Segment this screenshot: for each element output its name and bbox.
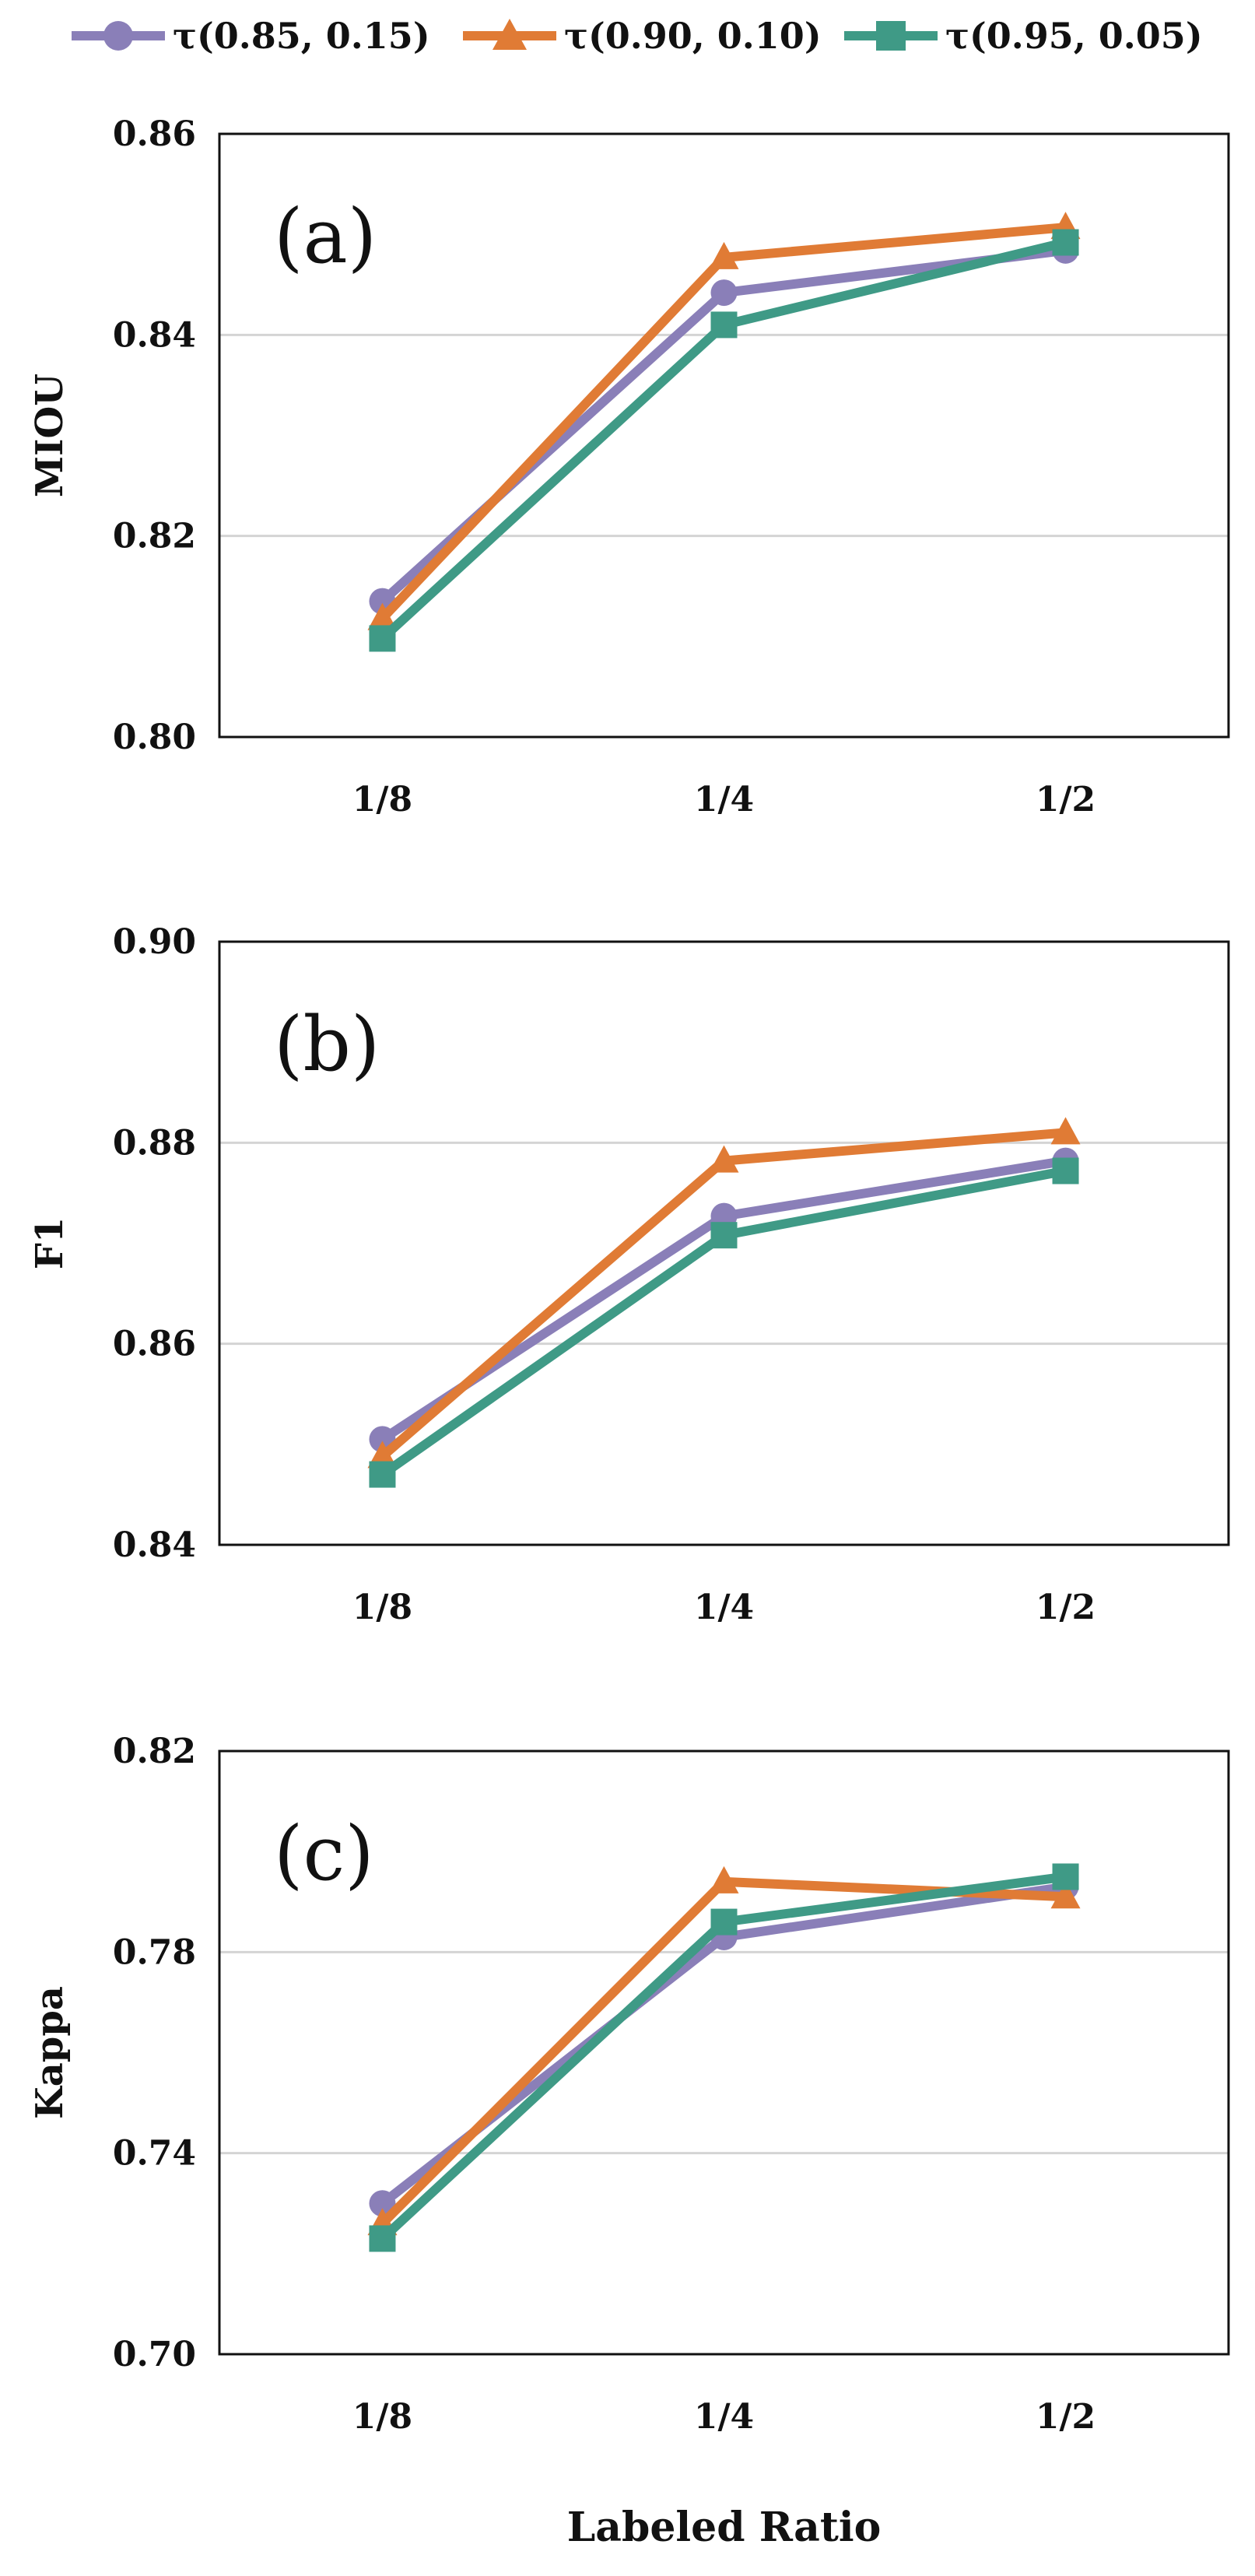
- x-tick-label: 1/4: [694, 780, 754, 819]
- data-point: [710, 279, 738, 307]
- x-tick-label: 1/2: [1036, 780, 1095, 819]
- legend: τ(0.85, 0.15) τ(0.90, 0.10) τ(0.95, 0.05…: [72, 15, 1203, 57]
- plot-frame: [218, 1750, 1230, 2356]
- legend-item-1: τ(0.85, 0.15): [72, 15, 430, 57]
- y-tick-label: 0.80: [113, 718, 196, 757]
- y-tick-label: 0.74: [113, 2134, 196, 2174]
- data-point: [369, 2190, 396, 2217]
- legend-label-1: τ(0.85, 0.15): [173, 15, 430, 57]
- data-point: [1052, 1863, 1079, 1890]
- panel-label: (c): [274, 1810, 374, 1897]
- data-point: [369, 625, 396, 652]
- data-point: [710, 1222, 738, 1249]
- y-tick-label: 0.70: [113, 2335, 196, 2374]
- data-point: [710, 1908, 738, 1936]
- x-tick-label: 1/4: [694, 2397, 754, 2437]
- panel-a: 0.86 0.84 0.82 0.80 1/8 1/4 1/2 MIOU (a): [28, 114, 1230, 819]
- x-tick-label: 1/4: [694, 1588, 754, 1627]
- data-point: [1050, 1881, 1081, 1909]
- y-tick-label: 0.82: [113, 1732, 196, 1771]
- legend-label-2: τ(0.90, 0.10): [564, 15, 822, 57]
- y-axis-label: Kappa: [28, 1986, 72, 2119]
- x-tick-label: 1/2: [1036, 2397, 1095, 2437]
- data-point: [1052, 1157, 1079, 1184]
- legend-item-3: τ(0.95, 0.05): [844, 15, 1203, 57]
- x-tick-label: 1/8: [352, 1588, 412, 1627]
- y-tick-label: 0.86: [113, 114, 196, 154]
- data-point: [709, 1145, 739, 1173]
- plot-frame: [218, 132, 1230, 739]
- y-tick-label: 0.82: [113, 517, 196, 556]
- y-tick-label: 0.90: [113, 922, 196, 962]
- panel-label: (b): [274, 1001, 380, 1088]
- y-tick-label: 0.84: [113, 315, 196, 355]
- y-tick-label: 0.88: [113, 1123, 196, 1163]
- x-axis-label: Labeled Ratio: [567, 2504, 882, 2551]
- data-point: [709, 241, 739, 269]
- legend-item-2: τ(0.90, 0.10): [463, 15, 822, 57]
- legend-marker-square: [876, 21, 906, 51]
- y-tick-label: 0.86: [113, 1325, 196, 1364]
- panel-b: 0.90 0.88 0.86 0.84 1/8 1/4 1/2 F1 (b): [28, 922, 1230, 1627]
- x-tick-label: 1/8: [352, 2397, 412, 2437]
- panel-c: 0.82 0.78 0.74 0.70 1/8 1/4 1/2 Kappa Labeled Ra…: [28, 1732, 1230, 2551]
- data-point: [369, 2225, 396, 2252]
- y-tick-label: 0.84: [113, 1525, 196, 1565]
- data-point: [709, 1865, 739, 1893]
- data-point: [369, 1461, 396, 1488]
- x-tick-label: 1/2: [1036, 1588, 1095, 1627]
- data-point: [1052, 229, 1079, 256]
- data-point: [367, 602, 398, 630]
- legend-marker-circle: [103, 21, 133, 51]
- y-axis-label: MIOU: [28, 374, 72, 497]
- legend-marker-triangle: [493, 19, 527, 50]
- data-point: [1050, 1117, 1081, 1145]
- y-axis-label: F1: [28, 1217, 72, 1269]
- y-tick-label: 0.78: [113, 1932, 196, 1972]
- data-point: [710, 311, 738, 339]
- plot-frame: [218, 940, 1230, 1546]
- legend-label-3: τ(0.95, 0.05): [945, 15, 1203, 57]
- panel-label: (a): [274, 193, 377, 280]
- x-tick-label: 1/8: [352, 780, 412, 819]
